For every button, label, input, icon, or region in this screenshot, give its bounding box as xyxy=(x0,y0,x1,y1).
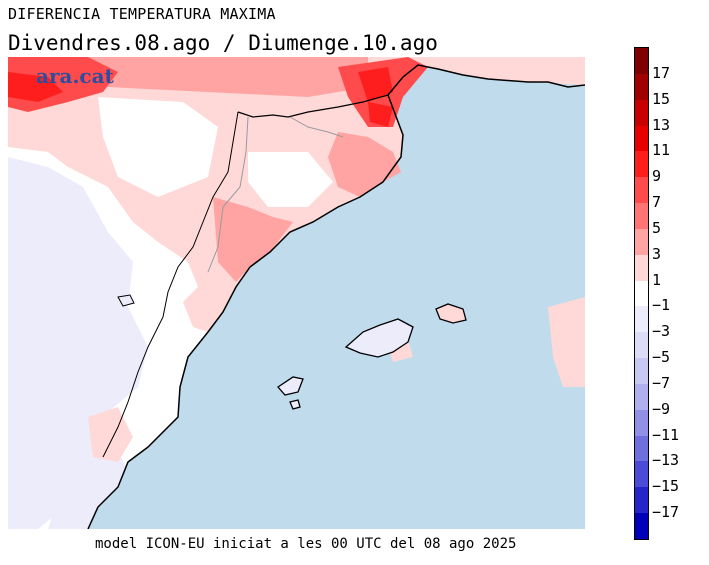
colorbar-tick-label: 9 xyxy=(652,167,662,186)
colorbar-tick-label: 13 xyxy=(652,115,671,134)
warm-area-northeast xyxy=(328,132,401,197)
cabrera-island xyxy=(117,294,135,307)
colorbar-segment xyxy=(635,99,648,126)
spain-france-border xyxy=(237,94,389,118)
colorbar-tick-label: −3 xyxy=(652,322,671,341)
map-title: DIFERENCIA TEMPERATURA MAXIMA xyxy=(8,5,276,23)
colorbar-tick-label: −7 xyxy=(652,373,671,392)
ibiza-island xyxy=(277,376,304,396)
colorbar-segment xyxy=(635,73,648,100)
warm-area-southwest xyxy=(88,407,133,462)
colorbar-tick-label: −5 xyxy=(652,348,671,367)
colorbar-tick-label: −15 xyxy=(652,477,680,496)
colorbar-tick-label: 1 xyxy=(652,270,662,289)
colorbar-segment xyxy=(635,487,648,514)
hot-spot-1 xyxy=(8,72,63,102)
regional-border-catalonia xyxy=(207,116,249,273)
colorbar-segment xyxy=(635,254,648,281)
colorbar-tick-label: −1 xyxy=(652,296,671,315)
map-subtitle: Divendres.08.ago / Diumenge.10.ago xyxy=(8,31,438,55)
hot-spot-2 xyxy=(358,67,393,102)
colorbar-segment xyxy=(635,177,648,204)
colorbar-segment xyxy=(635,280,648,307)
colorbar-tick-label: −13 xyxy=(652,451,680,470)
warm-area-coast xyxy=(213,197,293,282)
neutral-gap-2 xyxy=(248,152,333,207)
cooler-area-west xyxy=(8,157,148,529)
colorbar-tick-label: 17 xyxy=(652,63,671,82)
colorbar-segment xyxy=(635,332,648,359)
colorbar-segment xyxy=(635,151,648,178)
colorbar-segment xyxy=(635,306,648,333)
colorbar-segment xyxy=(635,461,648,488)
neutral-gap-1 xyxy=(98,97,218,197)
mallorca-island xyxy=(344,318,414,358)
colorbar-tick-label: 5 xyxy=(652,218,662,237)
colorbar-tick-label: 11 xyxy=(652,141,671,160)
warm-area-east xyxy=(548,297,585,387)
colorbar-tick-label: −9 xyxy=(652,399,671,418)
colorbar xyxy=(634,47,649,540)
coastline xyxy=(87,64,585,529)
formentera-island xyxy=(289,399,301,410)
colorbar-tick-label: −11 xyxy=(652,425,680,444)
colorbar-tick-label: 7 xyxy=(652,193,662,212)
model-run-footer: model ICON-EU iniciat a les 00 UTC del 0… xyxy=(95,536,517,552)
colorbar-segment xyxy=(635,228,648,255)
temperature-map xyxy=(8,57,585,529)
colorbar-segment xyxy=(635,383,648,410)
colorbar-segment xyxy=(635,435,648,462)
colorbar-tick-label: 3 xyxy=(652,244,662,263)
ara-cat-logo: ara.cat xyxy=(36,64,114,88)
sea xyxy=(88,65,585,529)
colorbar-segment xyxy=(635,358,648,385)
colorbar-segment xyxy=(635,48,648,74)
colorbar-segment xyxy=(635,513,648,540)
hot-spot-3 xyxy=(368,102,393,127)
colorbar-segment xyxy=(635,125,648,152)
regional-border-valencia xyxy=(289,116,344,138)
colorbar-tick-label: −17 xyxy=(652,503,680,522)
menorca-island xyxy=(435,303,467,324)
colorbar-segment xyxy=(635,409,648,436)
regional-border-aragon xyxy=(102,111,239,458)
colorbar-tick-label: 15 xyxy=(652,89,671,108)
colorbar-segment xyxy=(635,203,648,230)
